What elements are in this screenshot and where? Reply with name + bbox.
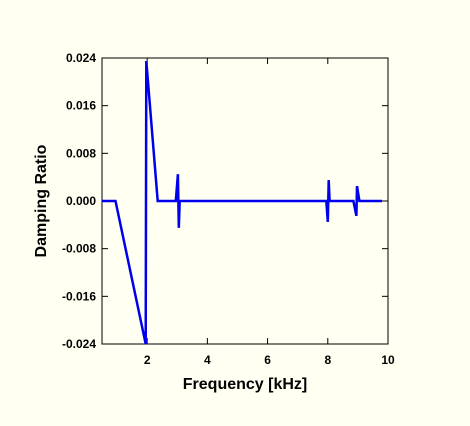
series-line — [102, 60, 382, 345]
y-tick-label: -0.016 — [62, 289, 96, 303]
x-axis-title: Frequency [kHz] — [183, 376, 307, 393]
y-tick-label: 0.000 — [66, 194, 96, 208]
x-tick-label: 10 — [381, 353, 395, 367]
x-tick-label: 4 — [204, 353, 211, 367]
y-tick-label: 0.024 — [66, 51, 96, 65]
y-tick-label: -0.024 — [62, 337, 96, 351]
y-axis-title: Damping Ratio — [33, 144, 50, 257]
x-tick-label: 6 — [264, 353, 271, 367]
y-tick-label: -0.008 — [62, 242, 96, 256]
y-axis-ticks: -0.024 -0.016 -0.008 0.000 0.008 0.016 0.024 — [62, 51, 388, 351]
x-axis-ticks: 2 4 6 8 10 — [144, 58, 395, 367]
y-tick-label: 0.016 — [66, 99, 96, 113]
series-layer — [102, 60, 382, 345]
x-tick-label: 2 — [144, 353, 151, 367]
y-tick-label: 0.008 — [66, 146, 96, 160]
x-tick-label: 8 — [324, 353, 331, 367]
